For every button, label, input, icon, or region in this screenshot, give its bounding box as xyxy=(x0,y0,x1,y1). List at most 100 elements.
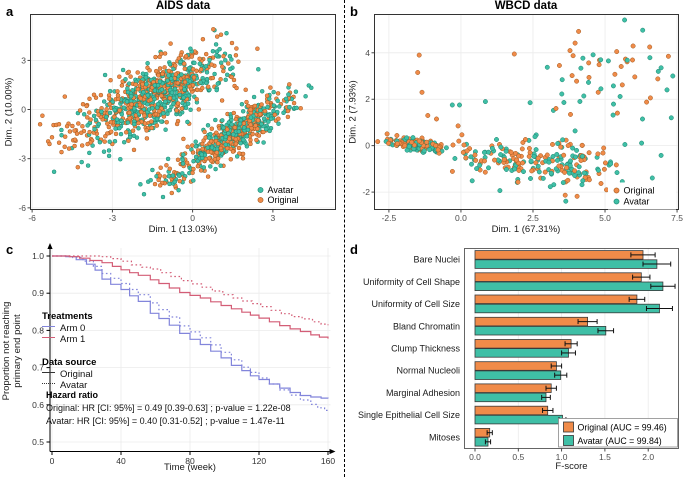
hazard-ratio-original: Original: HR [CI: 95%] = 0.49 [0.39-0.63… xyxy=(46,403,291,413)
x-tick-label: 1.0 xyxy=(556,452,568,462)
x-tick-label: 0.5 xyxy=(512,452,524,462)
panel-letter-a: a xyxy=(6,4,14,19)
y-tick-label: 1.0 xyxy=(32,251,44,261)
y-tick-label: 2 xyxy=(365,94,370,104)
data-source-legend-title: Data source xyxy=(42,357,97,368)
y-tick-label: -3 xyxy=(18,154,26,164)
legend-label: Original xyxy=(268,195,299,205)
km-y-axis-label-line1: Proportion not reaching xyxy=(1,301,12,401)
bar-groups xyxy=(474,250,676,447)
y-axis-arrow xyxy=(47,243,53,249)
category-label: Mitoses xyxy=(429,432,461,442)
km-y-axis-label: Proportion not reaching primary end poin… xyxy=(1,302,23,401)
x-tick-label: 2.5 xyxy=(527,213,539,223)
bar xyxy=(474,361,557,371)
bar xyxy=(474,405,549,416)
bar xyxy=(474,250,644,260)
panel-letter-d: d xyxy=(350,242,358,257)
arm1-line-swatch xyxy=(42,336,55,339)
y-tick-label: 0.6 xyxy=(32,400,44,410)
km-curve xyxy=(52,255,329,326)
bar xyxy=(474,303,660,314)
hazard-ratio-block: Hazard ratio Original: HR [CI: 95%] = 0.… xyxy=(46,390,291,426)
hazard-ratio-title: Hazard ratio xyxy=(46,390,99,400)
x-tick-label: 3 xyxy=(271,213,276,223)
bar xyxy=(474,316,588,327)
x-tick-label: -2.5 xyxy=(382,213,397,223)
x-tick-label: 80 xyxy=(185,456,195,466)
solid-line-swatch xyxy=(42,372,55,374)
x-tick-label: 2.0 xyxy=(642,452,654,462)
panel-divider xyxy=(343,0,345,477)
category-label: Clump Thickness xyxy=(391,344,460,354)
legend-item-label: Arm 1 xyxy=(60,333,86,345)
aids-y-axis-label: Dim. 2 (10.00%) xyxy=(3,77,15,147)
bar xyxy=(474,370,562,380)
legend-item-label: Original xyxy=(60,369,93,380)
y-tick-label: 0.9 xyxy=(32,288,44,298)
legend-label: Original xyxy=(624,186,655,196)
hazard-ratio-avatar: Avatar: HR [CI: 95%] = 0.40 [0.31-0.52] … xyxy=(46,416,285,426)
legend-item-label: Arm 0 xyxy=(60,323,86,334)
legend-item-arm0: Arm 0 xyxy=(42,323,93,335)
km-legend-treatments: Treatments Arm 0 Arm 1 xyxy=(42,311,93,345)
panel-letter-b: b xyxy=(350,4,358,19)
legend-swatch xyxy=(563,435,574,446)
y-tick-label: 0 xyxy=(365,141,370,151)
x-axis-arrow xyxy=(329,448,336,455)
km-x-axis-label: Time (week) xyxy=(164,462,216,473)
wbcd-x-axis-label: Dim. 1 (67.31%) xyxy=(491,224,561,235)
km-y-axis-label-line2: primary end point xyxy=(12,314,23,388)
y-tick-label: 0.8 xyxy=(32,325,44,335)
x-tick-label: -3 xyxy=(109,213,117,223)
fscore-bar-plot: Bare Nuclei Uniformity of Cell Shape Unifo… xyxy=(358,248,679,462)
scatter-points xyxy=(37,27,314,200)
panel-title-wbcd: WBCD data xyxy=(494,0,558,12)
legend-label: Original (AUC = 99.46) xyxy=(578,423,667,433)
bar xyxy=(474,348,569,358)
x-tick-label: 0.0 xyxy=(469,452,481,462)
category-label: Normal Nucleoli xyxy=(396,366,460,376)
survival-curve-plot: 0 40 80 120 160 1.0 0.9 0.8 0.7 0.6 0.5 xyxy=(32,243,336,466)
y-tick-label: -2 xyxy=(362,187,370,197)
dotted-line-swatch xyxy=(42,382,55,385)
y-tick-label: 4 xyxy=(365,48,370,58)
bar xyxy=(474,259,658,269)
legend-item-original: Original xyxy=(42,369,96,381)
aids-x-axis-label: Dim. 1 (13.03%) xyxy=(148,224,218,235)
legend-swatch xyxy=(613,187,620,194)
x-tick-label: 120 xyxy=(252,456,266,466)
bar xyxy=(474,294,638,305)
wbcd-y-axis-label: Dim. 2 (7.93%) xyxy=(347,80,359,144)
y-tick-label: 0.7 xyxy=(32,363,44,373)
legend-label: Avatar (AUC = 99.84) xyxy=(578,436,662,446)
legend-swatch xyxy=(257,187,264,193)
panel-title-aids: AIDS data xyxy=(155,0,211,12)
bar xyxy=(474,339,572,349)
x-tick-label: 5.0 xyxy=(599,213,611,223)
y-tick-label: 0 xyxy=(21,105,26,115)
legend-swatch xyxy=(563,421,574,433)
legend-item-arm1: Arm 1 xyxy=(42,333,93,346)
bar xyxy=(474,383,552,393)
y-tick-label: 0.5 xyxy=(32,437,44,447)
x-tick-label: 160 xyxy=(321,456,335,466)
bar xyxy=(474,414,563,425)
y-tick-label: -6 xyxy=(18,203,26,213)
legend-label: Avatar xyxy=(624,197,650,207)
km-curve xyxy=(52,255,329,339)
y-tick-label: 3 xyxy=(21,55,26,65)
km-legend-data-source: Data source Original Avatar xyxy=(42,357,96,391)
x-tick-label: -6 xyxy=(28,213,36,223)
legend-item-avatar: Avatar xyxy=(42,380,96,392)
x-tick-label: 0.0 xyxy=(455,213,467,223)
scatter-points xyxy=(375,17,676,204)
bar xyxy=(474,392,547,403)
category-label: Single Epithelial Cell Size xyxy=(358,410,460,420)
bar xyxy=(474,272,642,282)
category-label: Bland Chromatin xyxy=(393,321,460,331)
treatments-legend-title: Treatments xyxy=(42,311,93,322)
x-tick-label: 40 xyxy=(116,456,126,466)
